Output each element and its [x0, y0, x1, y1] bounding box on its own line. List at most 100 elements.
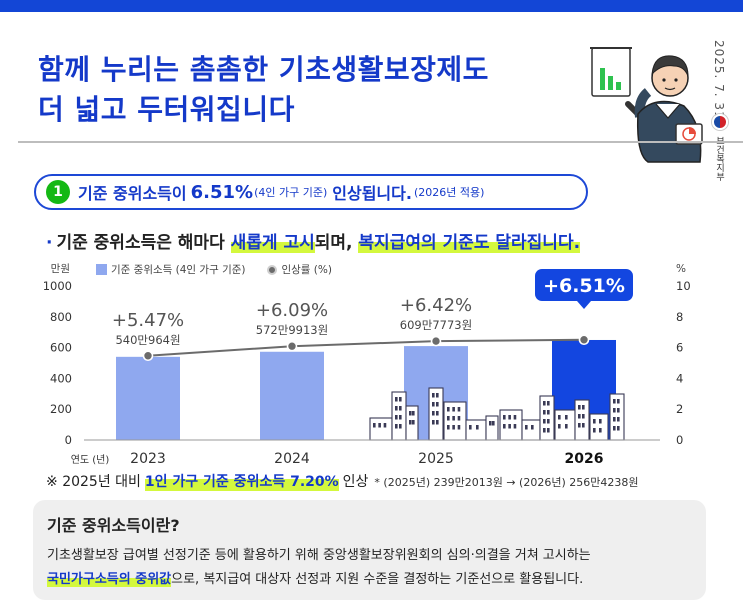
building-2-4-window — [452, 425, 455, 430]
building-3-5-window — [613, 426, 616, 431]
sub-heading-part1: 기준 중위소득은 해마다 — [56, 233, 231, 253]
building-3-1-window — [543, 419, 546, 424]
y-axis-left-unit: 만원 — [51, 263, 70, 275]
x-tick-2025: 2025 — [418, 451, 454, 467]
rate-point-2024 — [286, 340, 298, 352]
definition-highlight: 국민가구소득의 중위값 — [47, 572, 172, 587]
government-seal-icon — [712, 114, 728, 130]
y-tick-right: 0 — [676, 433, 683, 447]
building-3-3-window — [578, 423, 581, 428]
note-part1: 2025년 대비 — [62, 474, 141, 490]
building-3-4-window — [599, 419, 602, 424]
legend-bar-label: 기준 중위소득 (4인 가구 기준) — [111, 264, 246, 276]
building-3-1-window — [547, 410, 550, 415]
bar-2023 — [116, 356, 180, 440]
y-tick-right: 4 — [676, 371, 683, 385]
building-2-7-window — [508, 415, 511, 420]
building-3-4-window — [599, 428, 602, 433]
rate-point-2025 — [430, 335, 442, 347]
building-2-5 — [465, 419, 487, 441]
sub-heading: · 기준 중위소득은 해마다 새롭게 고시되며, 복지급여의 기준도 달라집니다. — [46, 228, 581, 253]
building-2-1-window — [395, 397, 398, 402]
building-3-5-window — [613, 408, 616, 413]
rate-callout-pointer — [577, 301, 591, 309]
x-tick-2023: 2023 — [130, 451, 166, 467]
building-2-1-window — [399, 424, 402, 429]
legend-bar-swatch — [96, 264, 107, 275]
y-tick-right: 6 — [676, 341, 683, 355]
definition-box: 기준 중위소득이란? 기초생활보장 급여별 선정기준 등에 활용하기 위해 중앙… — [33, 500, 706, 600]
building-3-3-window — [582, 414, 585, 419]
rate-label-2026: +6.51% — [543, 275, 625, 297]
rate-label-2023: +5.47% — [112, 310, 184, 331]
building-3-5-window — [613, 417, 616, 422]
bar-2024 — [260, 351, 324, 440]
building-2-2-window — [412, 420, 415, 425]
y-tick-left: 0 — [65, 433, 72, 447]
building-2-2-window — [409, 411, 412, 416]
note-mark: ※ — [46, 474, 58, 490]
building-2-0-window — [378, 423, 381, 428]
rate-label-2025: +6.42% — [400, 295, 472, 316]
building-2-4-window — [457, 407, 461, 412]
footnote: ※ 2025년 대비 1인 가구 기준 중위소득 7.20% 인상 * (2025년)… — [46, 471, 638, 491]
note-detail: * (2025년) 239만2013원 → (2026년) 256만4238원 — [374, 476, 639, 489]
page-title: 함께 누리는 촘촘한 기초생활보장제도 더 넓고 두터워집니다 — [38, 50, 598, 130]
building-3-2-window — [558, 415, 561, 420]
building-2-6-window — [489, 421, 492, 426]
building-2-3-window — [436, 393, 439, 398]
building-3-5-window — [617, 426, 620, 431]
building-2-0-window — [373, 423, 376, 428]
building-2-7-window — [513, 415, 517, 420]
page-title-line2: 더 넓고 두터워집니다 — [38, 93, 295, 126]
building-2-3-window — [436, 420, 439, 425]
building-2-4-window — [457, 425, 461, 430]
pill-text-1: 기준 중위소득이 — [78, 184, 187, 203]
value-label-2023: 540만964원 — [115, 333, 180, 347]
building-3-5-window — [617, 408, 620, 413]
legend-line-label: 인상률 (%) — [281, 264, 332, 276]
building-2-2-window — [409, 420, 412, 425]
y-axis-right-unit: % — [676, 263, 686, 275]
building-2-1-window — [395, 406, 398, 411]
pill-text-2: 인상됩니다. — [332, 184, 412, 203]
bullet: · — [46, 233, 53, 253]
building-2-4-window — [452, 407, 455, 412]
definition-line2-rest: 으로, 복지급여 대상자 선정과 지원 수준을 결정하는 기준선으로 활용됩니다… — [171, 572, 584, 587]
x-tick-2024: 2024 — [274, 451, 310, 467]
building-3-3-window — [582, 405, 585, 410]
building-2-5-window — [476, 425, 479, 430]
release-date: 2025. 7. 31. — [712, 40, 726, 125]
building-3-1-window — [543, 401, 546, 406]
value-label-2024: 572만9913원 — [256, 323, 328, 337]
rate-callout-box — [535, 269, 633, 301]
building-3-1-window — [547, 401, 550, 406]
building-3-1-window — [547, 419, 550, 424]
building-3-1-window — [547, 428, 550, 433]
building-2-4-window — [447, 407, 450, 412]
section-number-badge: 1 — [46, 180, 70, 204]
page-title-line1: 함께 누리는 촘촘한 기초생활보장제도 — [38, 53, 489, 86]
definition-title: 기준 중위소득이란? — [47, 516, 180, 535]
building-3-3-window — [578, 414, 581, 419]
y-tick-right: 10 — [676, 279, 691, 293]
building-2-0-window — [383, 423, 387, 428]
definition-line1: 기초생활보장 급여별 선정기준 등에 활용하기 위해 중앙생활보장위원회의 심의… — [47, 548, 591, 563]
definition-line2: 국민가구소득의 중위값으로, 복지급여 대상자 선정과 지원 수준을 결정하는 … — [47, 568, 583, 587]
building-2-7-window — [503, 415, 506, 420]
building-2-3-window — [432, 402, 435, 407]
building-2-1-window — [399, 397, 402, 402]
building-3-4-window — [593, 428, 596, 433]
rate-point-2026 — [578, 334, 590, 346]
side-info: 2025. 7. 31. 보건복지부 — [708, 40, 732, 210]
pill-household-note: (4인 가구 기준) — [254, 186, 328, 199]
income-chart: 만원 % 0 200 400 600 800 1000 0 2 4 6 8 10 2023 2024 2025 2… — [43, 263, 691, 467]
building-2-4-window — [447, 416, 450, 421]
pill-rate: 6.51% — [190, 181, 254, 203]
y-tick-left: 200 — [50, 402, 72, 416]
rate-line — [147, 338, 585, 357]
building-2-3-window — [432, 420, 435, 425]
legend-line-swatch — [267, 264, 278, 275]
y-tick-left: 800 — [50, 310, 72, 324]
building-2-4-window — [447, 425, 450, 430]
